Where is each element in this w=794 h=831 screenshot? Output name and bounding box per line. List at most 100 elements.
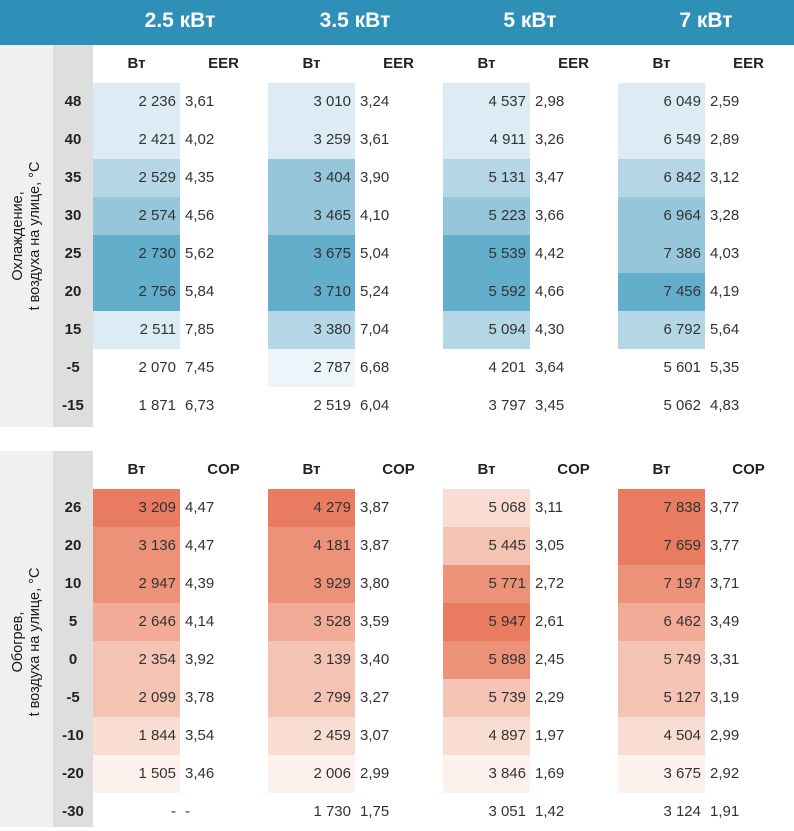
heating-power-value: 3 051 xyxy=(443,793,530,831)
cooling-ratio-value: 3,66 xyxy=(535,207,565,224)
cooling-ratio-value: 3,26 xyxy=(535,131,565,148)
cooling-power-value: 5 223 xyxy=(443,197,530,235)
heating-ratio-value: 4,39 xyxy=(185,575,215,592)
cooling-power-value: 2 421 xyxy=(93,121,180,159)
heating-power-value: 5 947 xyxy=(443,603,530,641)
heating-power-value: 3 528 xyxy=(268,603,355,641)
cooling-ratio-value: 2,89 xyxy=(710,131,740,148)
cooling-ratio-value: 3,64 xyxy=(535,359,565,376)
heating-ratio-value: 2,72 xyxy=(535,575,565,592)
heating-ratio-value: 2,45 xyxy=(535,651,565,668)
cooling-power-value: 5 131 xyxy=(443,159,530,197)
heating-ratio-value: 3,27 xyxy=(360,689,390,706)
cooling-power-value: 2 787 xyxy=(268,349,355,387)
heating-col-header-w: Вт xyxy=(302,461,321,478)
heating-ratio-value: 2,29 xyxy=(535,689,565,706)
heating-ratio-value: 3,19 xyxy=(710,689,740,706)
cooling-power-value: 7 456 xyxy=(618,273,705,311)
power-header: 2.5 кВт 3.5 кВт 5 кВт 7 кВт xyxy=(0,0,794,45)
heating-temp-label: 5 xyxy=(68,613,78,630)
heating-col-header-ratio: COP xyxy=(732,461,765,478)
cooling-power-value: 5 601 xyxy=(618,349,705,387)
heating-power-value: 4 279 xyxy=(268,489,355,527)
cooling-power-value: 6 964 xyxy=(618,197,705,235)
heating-ratio-value: 3,05 xyxy=(535,537,565,554)
cooling-power-value: 3 675 xyxy=(268,235,355,273)
heating-power-value: 2 099 xyxy=(93,679,180,717)
heating-ratio-value: 3,11 xyxy=(535,499,564,516)
cooling-col-header-w: Вт xyxy=(302,55,321,72)
heating-power-value: 5 739 xyxy=(443,679,530,717)
cooling-power-value: 1 871 xyxy=(93,387,180,425)
cooling-temp-label: -15 xyxy=(62,397,84,414)
cooling-ratio-value: 3,28 xyxy=(710,207,740,224)
cooling-power-value: 5 592 xyxy=(443,273,530,311)
heating-power-value: 7 659 xyxy=(618,527,705,565)
heating-power-value: 4 897 xyxy=(443,717,530,755)
cooling-col-header-ratio: EER xyxy=(208,55,239,72)
heating-temp-label: 20 xyxy=(64,537,82,554)
heating-ratio-value: 3,07 xyxy=(360,727,390,744)
cooling-power-value: 2 070 xyxy=(93,349,180,387)
cooling-ratio-value: 6,73 xyxy=(185,397,215,414)
heating-power-value: 5 127 xyxy=(618,679,705,717)
heating-col-header-w: Вт xyxy=(652,461,671,478)
heating-col-header-w: Вт xyxy=(127,461,146,478)
heating-power-value: 7 197 xyxy=(618,565,705,603)
cooling-side-label-line2: t воздуха на улице, °С xyxy=(26,161,43,311)
cooling-ratio-value: 5,84 xyxy=(185,283,215,300)
heating-ratio-value: 3,59 xyxy=(360,613,390,630)
heating-power-value: 4 504 xyxy=(618,717,705,755)
heating-ratio-value: 3,54 xyxy=(185,727,215,744)
cooling-ratio-value: 5,64 xyxy=(710,321,740,338)
cooling-power-value: 5 062 xyxy=(618,387,705,425)
heating-ratio-value: 3,40 xyxy=(360,651,390,668)
heating-col-header-w: Вт xyxy=(477,461,496,478)
heating-ratio-value: 3,77 xyxy=(710,499,740,516)
heating-temp-label: 26 xyxy=(64,499,82,516)
cooling-temp-label: 30 xyxy=(64,207,82,224)
heating-power-value: 2 646 xyxy=(93,603,180,641)
heating-ratio-value: 4,14 xyxy=(185,613,215,630)
heating-power-value: 3 124 xyxy=(618,793,705,831)
cooling-ratio-value: 3,24 xyxy=(360,93,390,110)
cooling-ratio-value: 4,83 xyxy=(710,397,740,414)
cooling-ratio-value: 2,59 xyxy=(710,93,740,110)
cooling-power-value: 2 529 xyxy=(93,159,180,197)
cooling-temp-label: 35 xyxy=(64,169,82,186)
cooling-ratio-value: 7,04 xyxy=(360,321,390,338)
heating-power-value: 3 139 xyxy=(268,641,355,679)
heating-ratio-value: 3,71 xyxy=(710,575,740,592)
heating-power-value: 3 209 xyxy=(93,489,180,527)
cooling-ratio-value: 4,30 xyxy=(535,321,565,338)
cooling-power-value: 4 201 xyxy=(443,349,530,387)
heating-temp-label: 10 xyxy=(64,575,82,592)
heating-power-value: 7 838 xyxy=(618,489,705,527)
heating-ratio-value: 3,49 xyxy=(710,613,740,630)
heating-power-value: 6 462 xyxy=(618,603,705,641)
heating-ratio-value: 1,75 xyxy=(360,803,390,820)
cooling-power-value: 5 539 xyxy=(443,235,530,273)
heating-ratio-value: 3,87 xyxy=(360,537,390,554)
cooling-temp-label: 48 xyxy=(64,93,82,110)
heating-temp-label: -5 xyxy=(66,689,80,706)
heating-ratio-value: 2,99 xyxy=(710,727,740,744)
cooling-ratio-value: 5,62 xyxy=(185,245,215,262)
cooling-power-value: 2 236 xyxy=(93,83,180,121)
heating-ratio-value: 4,47 xyxy=(185,537,215,554)
cooling-power-value: 2 574 xyxy=(93,197,180,235)
cooling-ratio-value: 6,68 xyxy=(360,359,390,376)
cooling-col-header-w: Вт xyxy=(477,55,496,72)
cooling-power-value: 7 386 xyxy=(618,235,705,273)
heating-power-value: 3 675 xyxy=(618,755,705,793)
heating-temp-label: 0 xyxy=(68,651,78,668)
cooling-ratio-value: 4,66 xyxy=(535,283,565,300)
cooling-ratio-value: 3,12 xyxy=(710,169,740,186)
cooling-power-value: 3 259 xyxy=(268,121,355,159)
cooling-power-value: 5 094 xyxy=(443,311,530,349)
heating-power-value: 2 354 xyxy=(93,641,180,679)
heating-ratio-value: 1,97 xyxy=(535,727,565,744)
cooling-col-header-w: Вт xyxy=(127,55,146,72)
cooling-ratio-value: 2,98 xyxy=(535,93,565,110)
power-label: 5 кВт xyxy=(503,9,557,32)
